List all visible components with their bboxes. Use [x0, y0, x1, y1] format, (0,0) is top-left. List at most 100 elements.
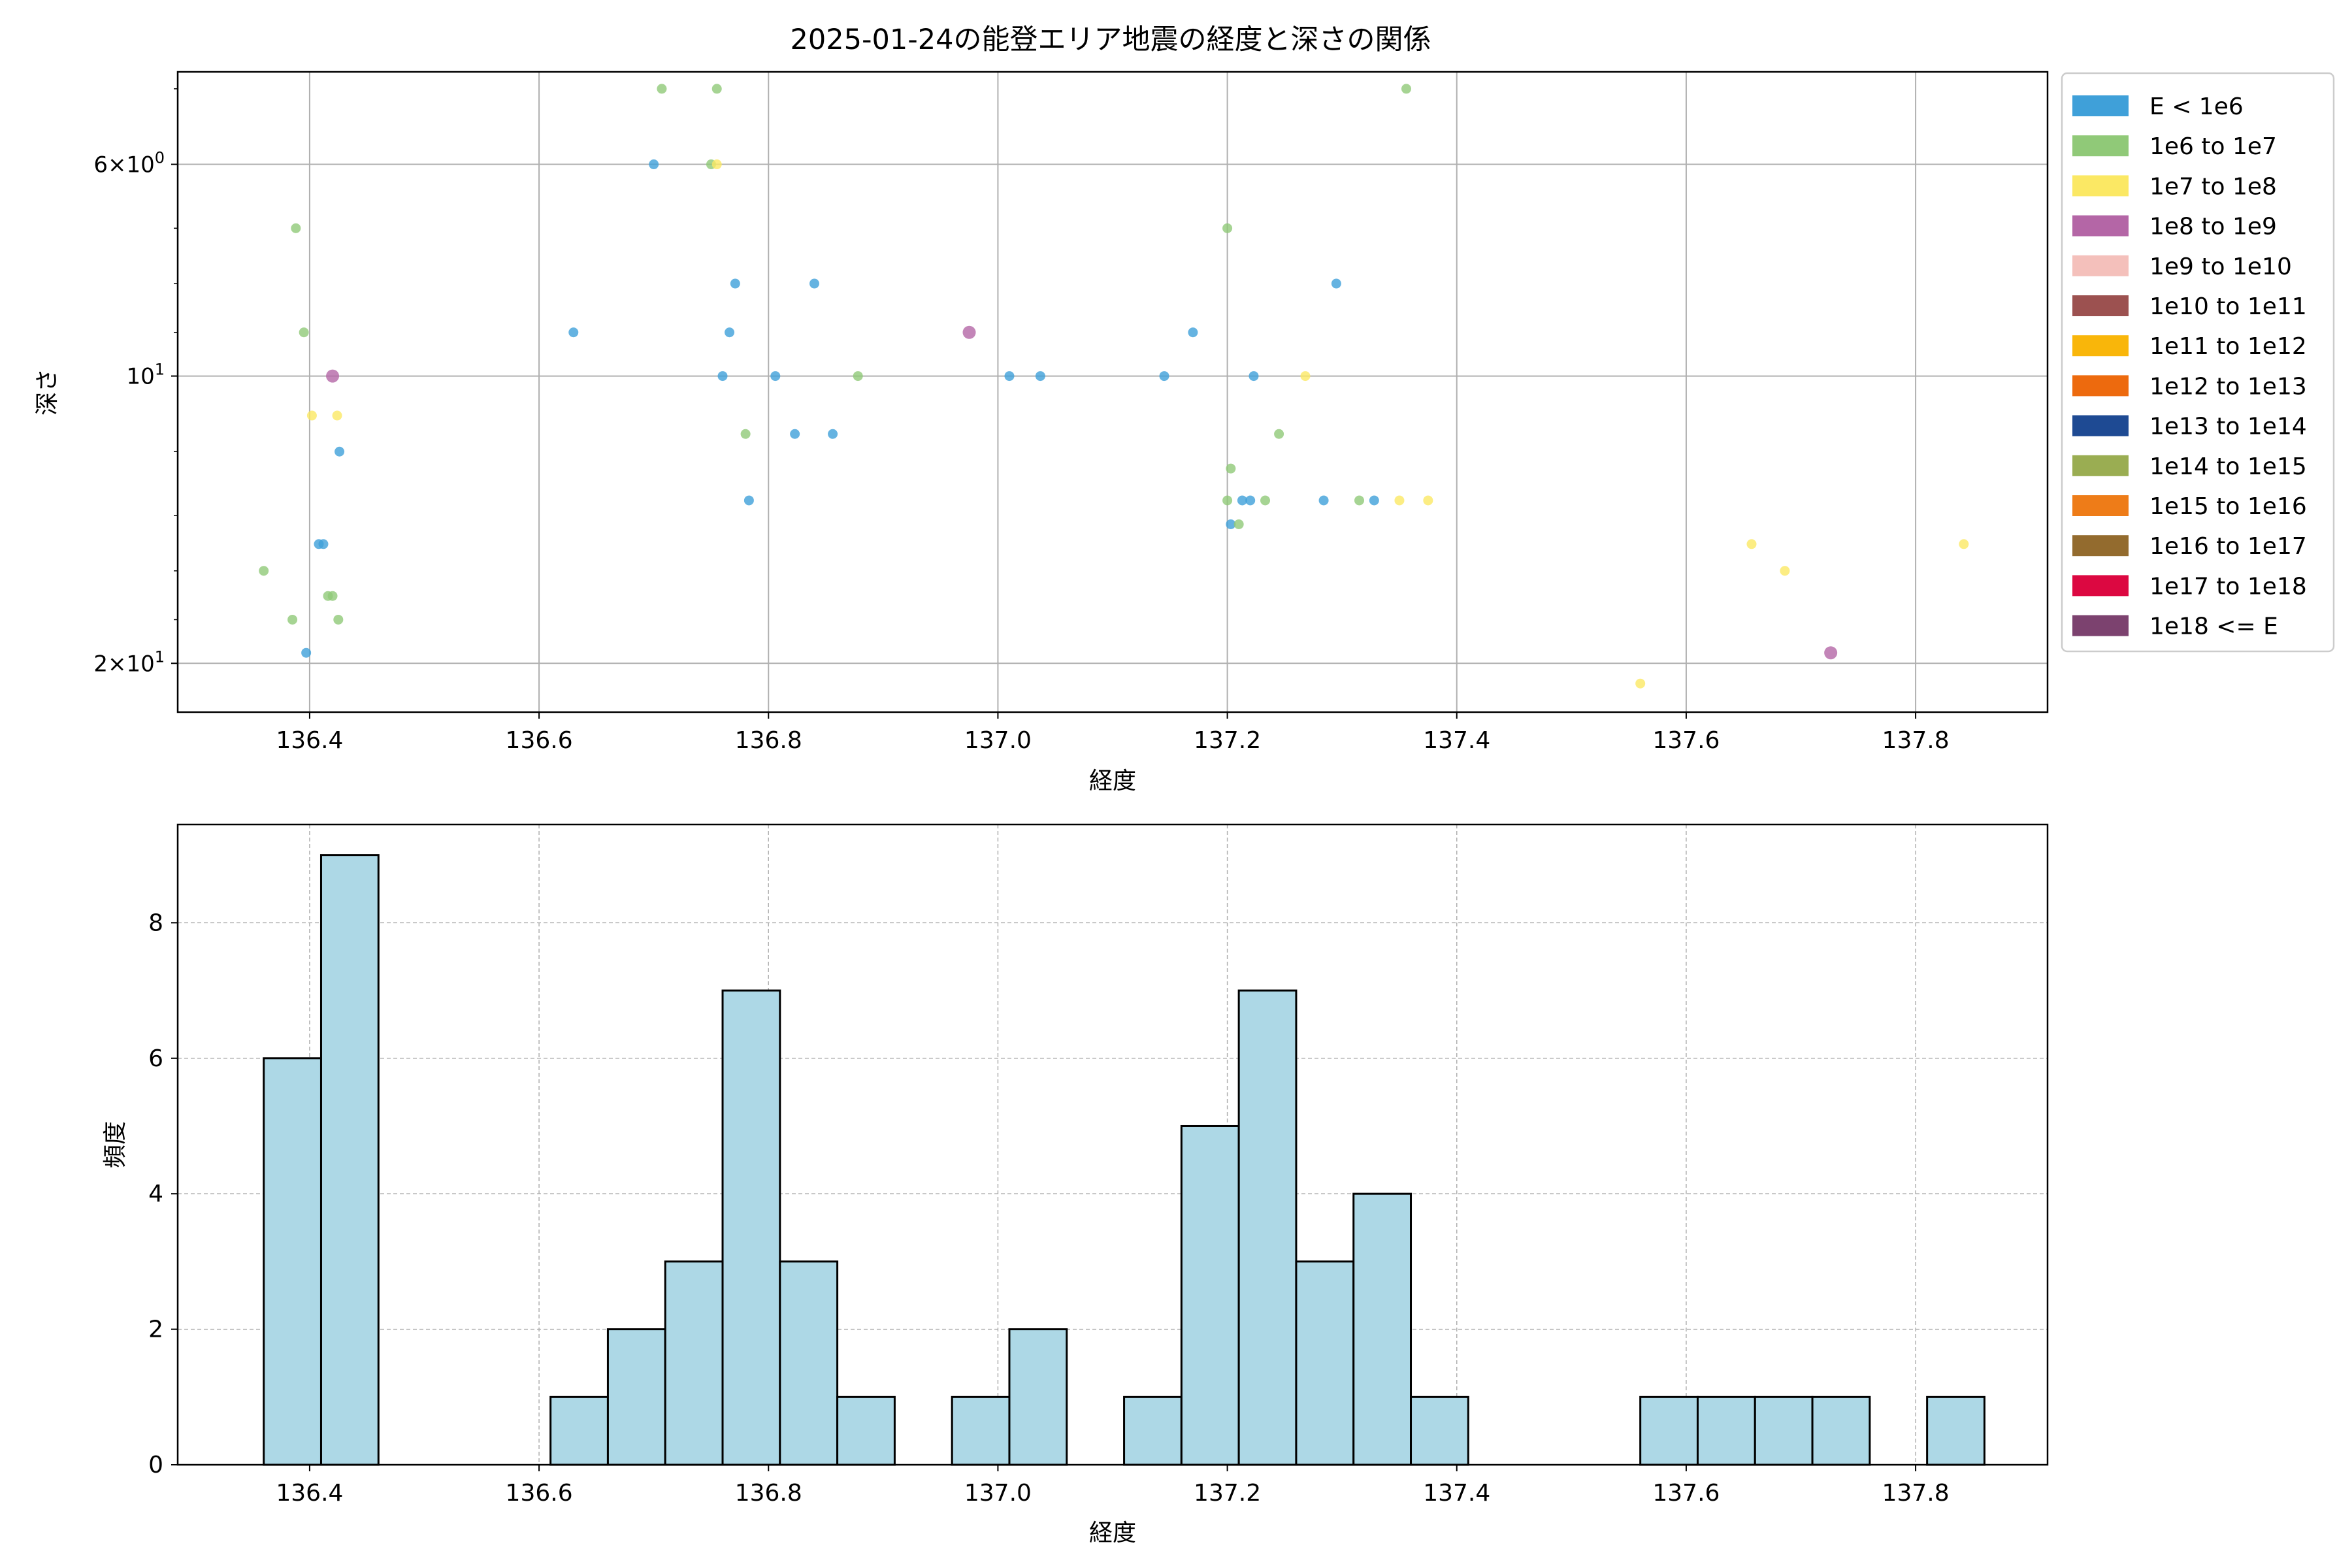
scatter-y-tick-exponent: 1 [155, 361, 165, 379]
scatter-y-tick-label: 101 [126, 361, 165, 390]
histogram-bar [1180, 1124, 1240, 1466]
scatter-point [1035, 371, 1045, 382]
scatter-y-tick-base: 6×10 [93, 152, 154, 178]
scatter-point [1394, 495, 1405, 506]
scatter-point [711, 84, 722, 94]
legend-swatch [2072, 335, 2129, 357]
scatter-x-tick-label: 137.0 [964, 727, 1032, 754]
scatter-y-tick-exponent: 1 [155, 647, 165, 666]
histogram-bar [721, 989, 781, 1466]
scatter-point [809, 278, 819, 289]
scatter-point [1274, 429, 1284, 439]
legend-swatch [2072, 375, 2129, 397]
scatter-point [568, 327, 579, 338]
histogram-bar [951, 1396, 1011, 1466]
histogram-y-tick-label: 8 [148, 909, 163, 936]
scatter-point [335, 446, 345, 457]
legend-label: 1e18 <= E [2149, 613, 2278, 640]
scatter-x-tick-label: 137.2 [1194, 727, 1261, 754]
histogram-bar [1008, 1328, 1068, 1466]
scatter-point [649, 159, 659, 170]
histogram-y-ticks: 0 2 4 6 8 [148, 909, 178, 1478]
histogram-bar [263, 1057, 322, 1466]
scatter-point [287, 614, 298, 625]
scatter-point [730, 278, 740, 289]
histogram-bar [1352, 1192, 1413, 1466]
scatter-x-axis-label: 経度 [1089, 768, 1136, 794]
scatter-x-tick-label: 137.6 [1652, 727, 1720, 754]
scatter-point [1226, 463, 1236, 474]
histogram-bar [1696, 1396, 1756, 1466]
legend-swatch [2072, 135, 2129, 157]
scatter-point [326, 369, 340, 383]
legend-swatch [2072, 415, 2129, 436]
legend-label: 1e17 to 1e18 [2149, 573, 2307, 600]
legend-label: 1e12 to 1e13 [2149, 373, 2307, 400]
legend-label: 1e16 to 1e17 [2149, 533, 2307, 560]
scatter-point [1260, 495, 1271, 506]
scatter-point [962, 325, 976, 339]
scatter-point [1004, 371, 1015, 382]
histogram-bar [1295, 1260, 1355, 1466]
scatter-point [1300, 371, 1311, 382]
legend-swatch [2072, 455, 2129, 476]
scatter-point [717, 371, 728, 382]
scatter-point [657, 84, 667, 94]
legend-swatch [2072, 95, 2129, 116]
scatter-grid [178, 72, 2048, 712]
scatter-point [333, 614, 344, 625]
scatter-legend: E < 1e6 1e6 to 1e7 1e7 to 1e8 1e8 to 1e9 1e9… [2061, 72, 2335, 653]
scatter-point [1423, 495, 1433, 506]
scatter-point [318, 539, 329, 549]
histogram-bar [319, 854, 380, 1466]
scatter-point [1331, 278, 1341, 289]
scatter-point [1635, 678, 1646, 689]
histogram-x-tick-label: 136.6 [506, 1480, 573, 1507]
histogram-bar [779, 1260, 839, 1466]
histogram-bar [1237, 989, 1298, 1466]
histogram-x-ticks: 136.4 136.6 136.8 137.0 137.2 137.4 137.6 137.8 [276, 1465, 1950, 1507]
legend-swatch [2072, 615, 2129, 636]
histogram-y-tick-label: 2 [148, 1316, 163, 1343]
histogram-y-axis-label: 頻度 [102, 1121, 129, 1168]
scatter-title: 2025-01-24の能登エリア地震の経度と深さの関係 [791, 24, 1431, 56]
histogram-bar [1811, 1396, 1871, 1466]
scatter-point [332, 410, 342, 421]
histogram-x-tick-label: 137.4 [1423, 1480, 1490, 1507]
scatter-y-tick-base: 10 [126, 364, 154, 390]
histogram-y-tick-label: 4 [148, 1181, 163, 1207]
legend-label: 1e14 to 1e15 [2149, 453, 2307, 480]
histogram-axes-frame [176, 823, 2049, 1466]
histogram-bar [606, 1328, 666, 1466]
legend-label: 1e11 to 1e12 [2149, 333, 2307, 360]
scatter-point [1222, 223, 1233, 233]
scatter-x-ticks: 136.4 136.6 136.8 137.0 137.2 137.4 137.6 137.8 [276, 712, 1950, 754]
histogram-x-tick-label: 136.8 [735, 1480, 802, 1507]
scatter-point [740, 429, 751, 439]
scatter-y-axis-label: 深さ [34, 368, 61, 416]
legend-swatch [2072, 175, 2129, 197]
histogram-x-tick-label: 137.2 [1194, 1480, 1261, 1507]
scatter-point [291, 223, 301, 233]
scatter-x-tick-label: 137.8 [1882, 727, 1950, 754]
scatter-y-tick-label: 6×100 [93, 149, 165, 178]
histogram-y-tick-label: 0 [148, 1452, 163, 1478]
scatter-point [1401, 84, 1411, 94]
histogram-bars [263, 854, 1985, 1466]
legend-frame [2061, 72, 2335, 653]
scatter-point [306, 410, 317, 421]
scatter-y-tick-label: 2×101 [93, 647, 165, 677]
scatter-panel: 2025-01-24の能登エリア地震の経度と深さの関係 136.4 136.6 13… [34, 24, 2335, 794]
scatter-y-tick-exponent: 0 [155, 149, 165, 167]
histogram-bar [1639, 1396, 1699, 1466]
scatter-point [301, 647, 312, 658]
scatter-point [1222, 495, 1233, 506]
scatter-point [327, 591, 338, 601]
histogram-bar [1754, 1396, 1814, 1466]
scatter-axes-frame [176, 71, 2049, 713]
scatter-points [259, 84, 1969, 689]
legend-label: 1e15 to 1e16 [2149, 493, 2307, 520]
scatter-point [1369, 495, 1379, 506]
